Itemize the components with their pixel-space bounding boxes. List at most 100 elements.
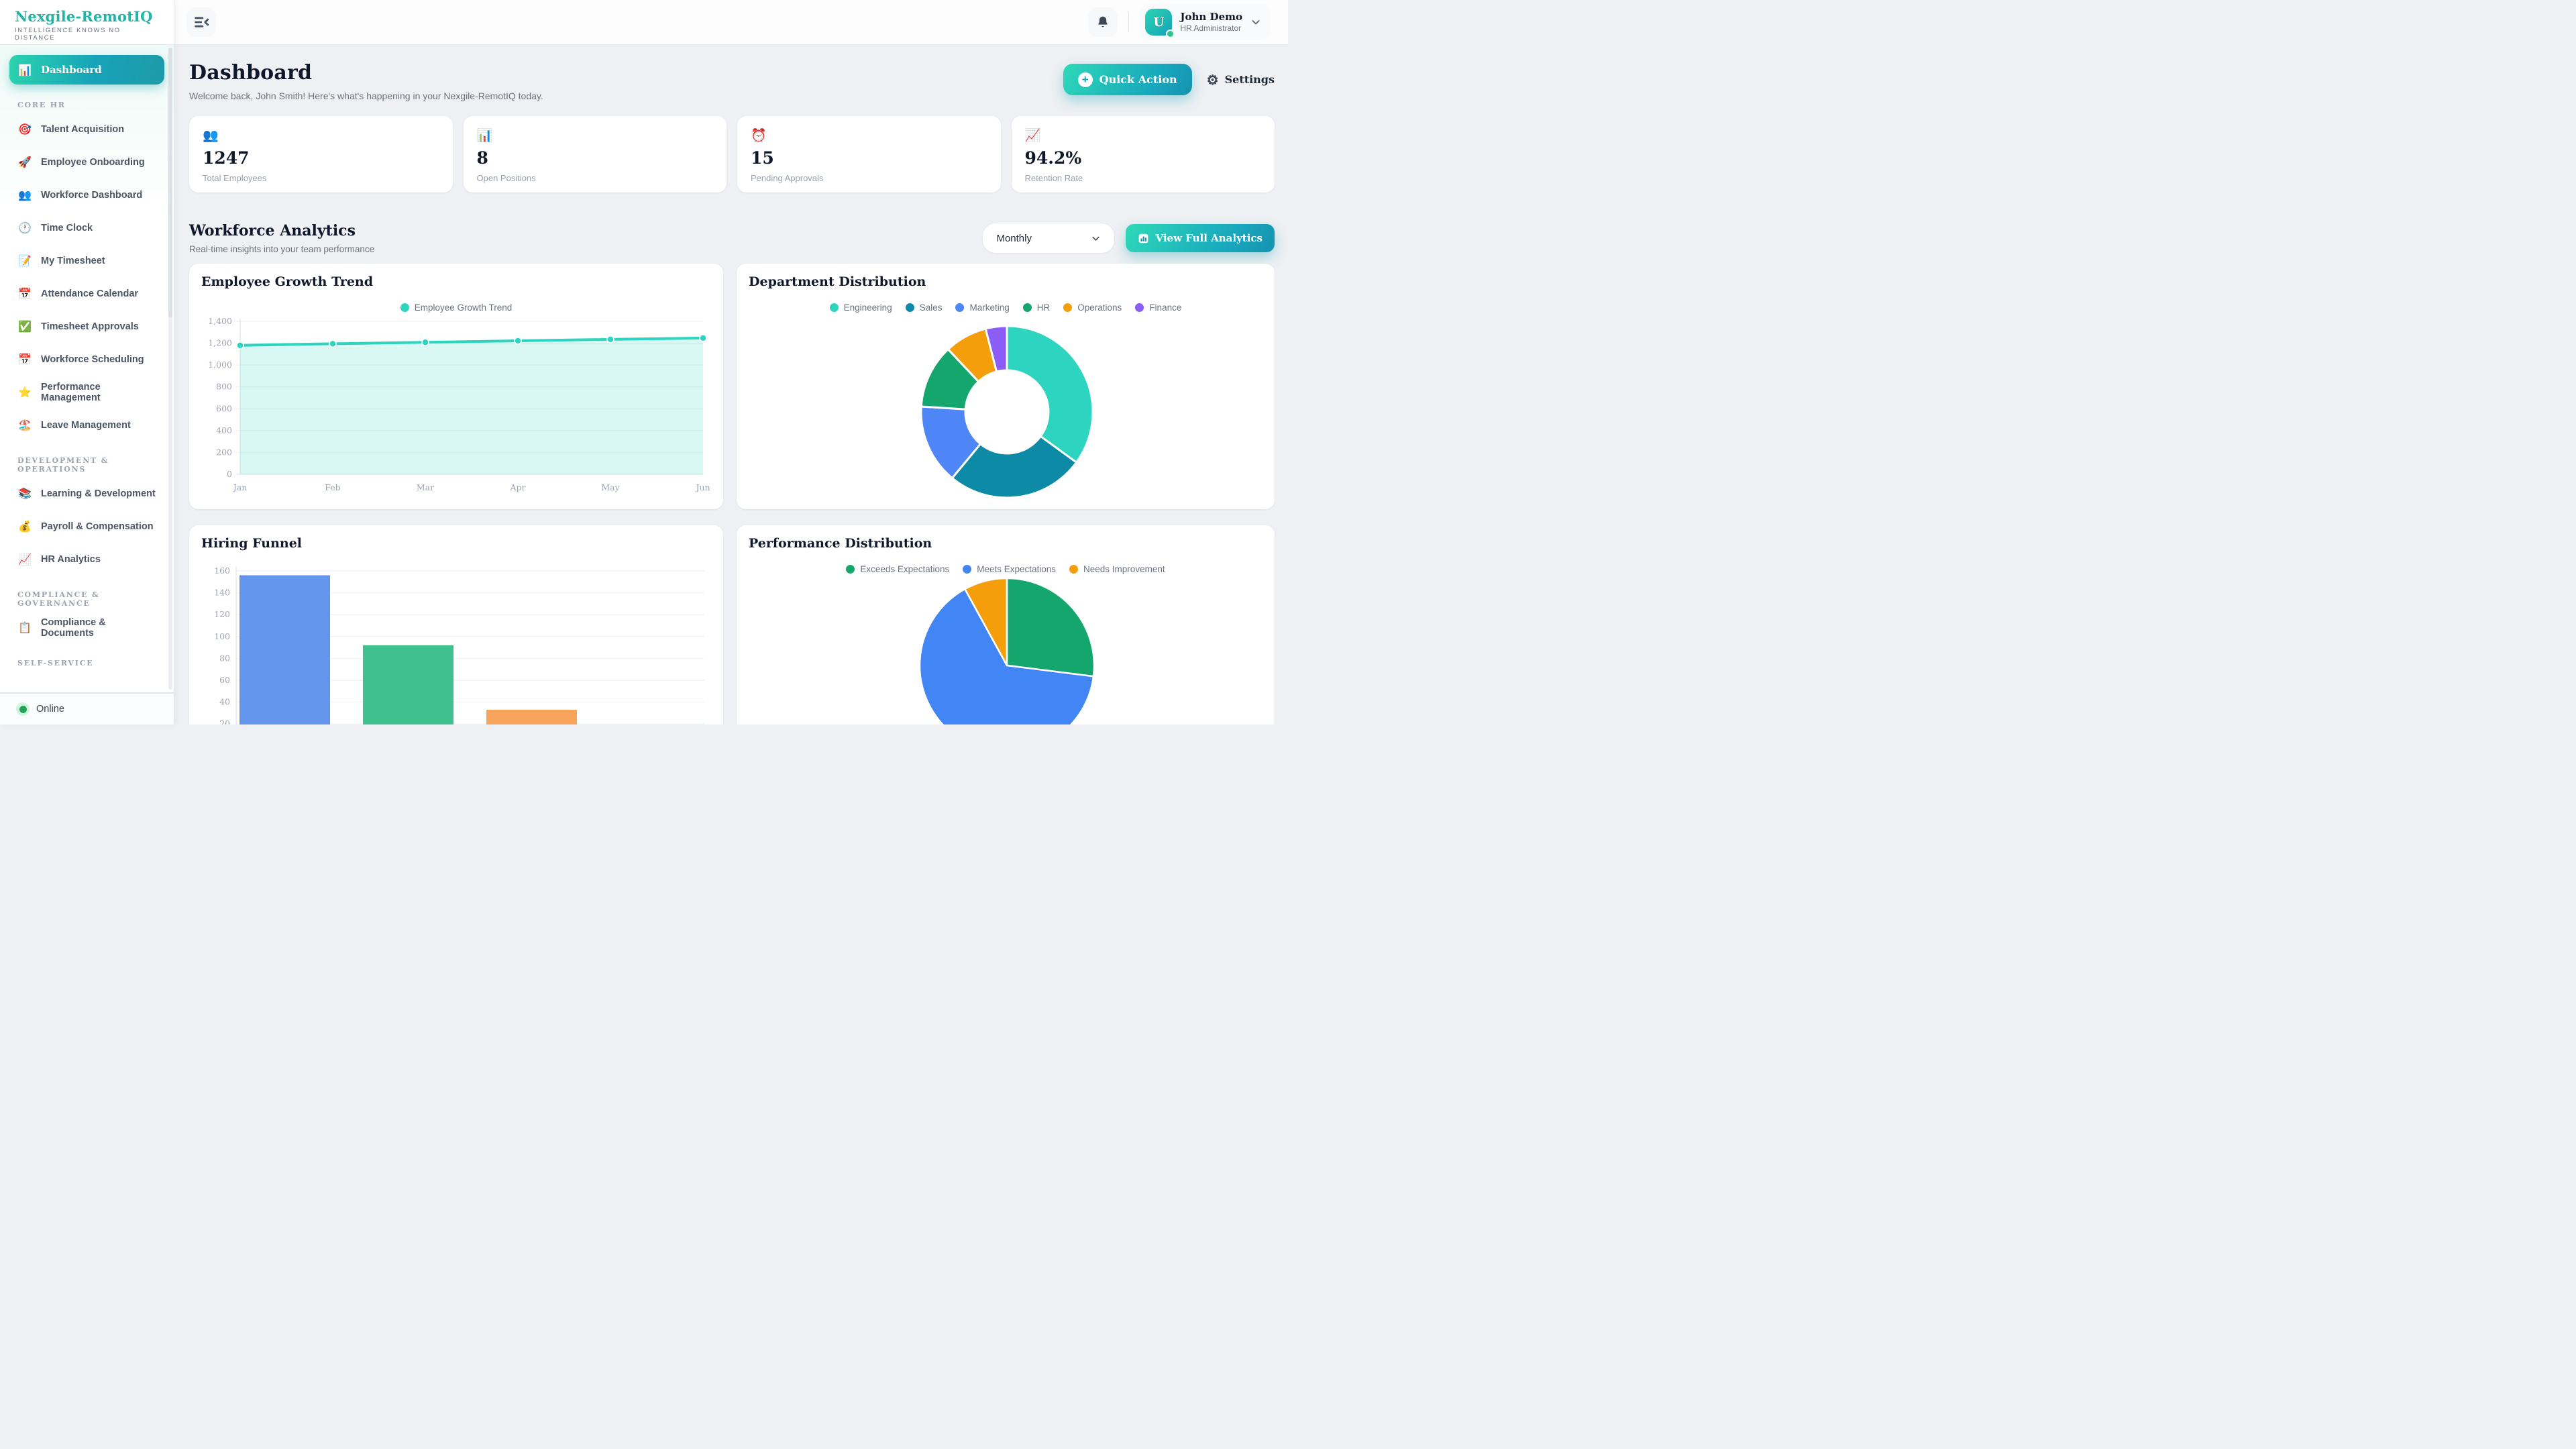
sidebar-item-compliance-and-documents[interactable]: 📋 Compliance & Documents bbox=[9, 613, 164, 643]
legend-item-employee-growth-trend[interactable]: Employee Growth Trend bbox=[400, 303, 512, 313]
svg-text:140: 140 bbox=[214, 588, 230, 598]
bar-chart-icon: 📊 bbox=[476, 129, 493, 143]
target-icon: 🎯 bbox=[18, 124, 32, 136]
svg-text:1,200: 1,200 bbox=[208, 338, 232, 348]
view-full-analytics-button[interactable]: View Full Analytics bbox=[1126, 224, 1275, 252]
sidebar-item-attendance-calendar[interactable]: 📅 Attendance Calendar bbox=[9, 279, 164, 309]
svg-text:200: 200 bbox=[216, 447, 232, 457]
topbar-divider bbox=[1128, 12, 1130, 32]
online-status-label: Online bbox=[36, 704, 64, 714]
chart-legend: Employee Growth Trend bbox=[201, 300, 711, 315]
analytics-section-header: Workforce Analytics Real-time insights i… bbox=[189, 222, 1275, 254]
notifications-button[interactable] bbox=[1088, 7, 1118, 37]
svg-text:60: 60 bbox=[219, 675, 230, 685]
legend-item-needs-improvement[interactable]: Needs Improvement bbox=[1069, 564, 1165, 574]
sidebar-item-workforce-dashboard[interactable]: 👥 Workforce Dashboard bbox=[9, 180, 164, 210]
department-distribution-chart bbox=[920, 325, 1094, 499]
sidebar-item-employee-onboarding[interactable]: 🚀 Employee Onboarding bbox=[9, 148, 164, 177]
page-title: Dashboard bbox=[189, 61, 313, 85]
stat-label: Open Positions bbox=[476, 173, 536, 183]
legend-label: Sales bbox=[919, 302, 943, 313]
legend-item-engineering[interactable]: Engineering bbox=[829, 303, 892, 313]
legend-item-sales[interactable]: Sales bbox=[905, 302, 943, 313]
charts-grid: Employee Growth Trend Employee Growth Tr… bbox=[189, 264, 1275, 724]
legend-label: Exceeds Expectations bbox=[860, 564, 950, 574]
app-tagline: INTELLIGENCE KNOWS NO DISTANCE bbox=[15, 27, 121, 42]
dashboard-content: Dashboard Welcome back, John Smith! Here… bbox=[174, 45, 1288, 724]
sidebar-item-my-timesheet[interactable]: 📝 My Timesheet bbox=[9, 246, 164, 276]
sidebar-item-talent-acquisition[interactable]: 🎯 Talent Acquisition bbox=[9, 115, 164, 144]
analytics-subtitle: Real-time insights into your team perfor… bbox=[189, 244, 375, 254]
legend-swatch bbox=[1135, 303, 1144, 312]
stat-value: 15 bbox=[751, 148, 774, 168]
sidebar-item-hr-analytics[interactable]: 📈 HR Analytics bbox=[9, 545, 164, 574]
chart-increasing-icon: 📈 bbox=[18, 554, 32, 566]
svg-text:80: 80 bbox=[219, 653, 230, 663]
welcome-text: Welcome back, John Smith! Here's what's … bbox=[189, 91, 543, 101]
svg-text:1,400: 1,400 bbox=[208, 316, 232, 326]
avatar-initial: U bbox=[1153, 15, 1165, 30]
chart-title: Performance Distribution bbox=[749, 536, 932, 551]
quick-action-button[interactable]: + Quick Action bbox=[1063, 64, 1192, 95]
sidebar-collapse-button[interactable] bbox=[186, 7, 216, 37]
sidebar-item-workforce-scheduling[interactable]: 📅 Workforce Scheduling bbox=[9, 345, 164, 374]
plus-icon: + bbox=[1077, 72, 1093, 87]
legend-label: Operations bbox=[1077, 302, 1122, 313]
legend-item-operations[interactable]: Operations bbox=[1063, 303, 1122, 313]
sidebar-scrollbar[interactable] bbox=[168, 48, 172, 690]
sidebar-nav: 📊 Dashboard CORE HR 🎯 Talent Acquisition 🚀 Emp… bbox=[0, 45, 174, 692]
sidebar-item-performance-management[interactable]: ⭐ Performance Management bbox=[9, 378, 164, 407]
svg-text:1,000: 1,000 bbox=[208, 360, 232, 370]
money-bag-icon: 💰 bbox=[18, 521, 32, 533]
sidebar-item-dashboard[interactable]: 📊 Dashboard bbox=[9, 55, 172, 85]
books-icon: 📚 bbox=[18, 488, 32, 500]
sidebar-item-label: Workforce Scheduling bbox=[41, 354, 144, 365]
department-distribution-card: Department Distribution Engineering Sales… bbox=[737, 264, 1275, 509]
legend-label: Needs Improvement bbox=[1083, 564, 1165, 574]
sidebar-item-leave-management[interactable]: 🏖️ Leave Management bbox=[9, 411, 164, 440]
bar-chart-icon: 📊 bbox=[18, 63, 32, 76]
chart-legend: Engineering Sales Marketing HR Operations Fin… bbox=[749, 300, 1263, 315]
stat-card-open-positions: 📊 8 Open Positions bbox=[463, 116, 727, 193]
avatar: U bbox=[1145, 9, 1175, 38]
legend-swatch bbox=[905, 303, 914, 312]
page-header: Dashboard Welcome back, John Smith! Here… bbox=[189, 61, 1275, 101]
chart-title: Employee Growth Trend bbox=[201, 274, 374, 289]
stat-value: 1247 bbox=[203, 148, 250, 168]
settings-button[interactable]: ⚙ Settings bbox=[1206, 71, 1275, 88]
legend-item-hr[interactable]: HR bbox=[1022, 303, 1050, 313]
user-role: HR Administrator bbox=[1180, 23, 1242, 33]
legend-item-meets-expectations[interactable]: Meets Expectations bbox=[963, 564, 1056, 574]
sidebar-item-time-clock[interactable]: 🕐 Time Clock bbox=[9, 213, 164, 243]
app-root: Nexgile-RemotIQ INTELLIGENCE KNOWS NO DI… bbox=[0, 0, 1288, 724]
user-name: John Demo bbox=[1180, 11, 1242, 23]
sidebar-item-timesheet-approvals[interactable]: ✅ Timesheet Approvals bbox=[9, 312, 164, 341]
sidebar-item-payroll-and-compensation[interactable]: 💰 Payroll & Compensation bbox=[9, 512, 164, 541]
legend-item-exceeds-expectations[interactable]: Exceeds Expectations bbox=[846, 564, 949, 574]
stats-row: 👥 1247 Total Employees 📊 8 Open Positions ⏰ 15 P… bbox=[189, 116, 1275, 193]
sidebar-item-label: Employee Onboarding bbox=[41, 157, 145, 168]
chart-title: Department Distribution bbox=[749, 274, 926, 289]
beach-umbrella-icon: 🏖️ bbox=[18, 420, 32, 431]
legend-swatch bbox=[400, 303, 409, 312]
hiring-funnel-chart: 160 140 120 100 80 60 40 20 bbox=[214, 566, 704, 724]
legend-swatch bbox=[1022, 303, 1032, 312]
svg-text:20: 20 bbox=[219, 718, 230, 724]
period-select[interactable]: Monthly bbox=[982, 223, 1116, 254]
stat-card-retention-rate: 📈 94.2% Retention Rate bbox=[1011, 116, 1275, 193]
legend-item-finance[interactable]: Finance bbox=[1135, 303, 1181, 313]
user-menu[interactable]: U John Demo HR Administrator bbox=[1140, 4, 1271, 40]
sidebar-item-label: Time Clock bbox=[41, 223, 93, 233]
legend-swatch bbox=[1069, 564, 1079, 574]
legend-item-marketing[interactable]: Marketing bbox=[955, 303, 1010, 313]
stat-label: Total Employees bbox=[203, 173, 267, 183]
sidebar-section-compliance-and-governance: COMPLIANCE & GOVERNANCE bbox=[17, 590, 100, 608]
alarm-clock-icon: ⏰ bbox=[751, 129, 767, 143]
sidebar-item-label: Leave Management bbox=[41, 420, 131, 431]
collapse-menu-icon bbox=[195, 17, 209, 28]
stat-card-total-employees: 👥 1247 Total Employees bbox=[189, 116, 453, 193]
sidebar-item-learning-and-development[interactable]: 📚 Learning & Development bbox=[9, 479, 164, 508]
calendar-icon: 📅 bbox=[18, 354, 32, 366]
legend-swatch bbox=[846, 564, 855, 574]
bell-icon bbox=[1098, 16, 1108, 28]
